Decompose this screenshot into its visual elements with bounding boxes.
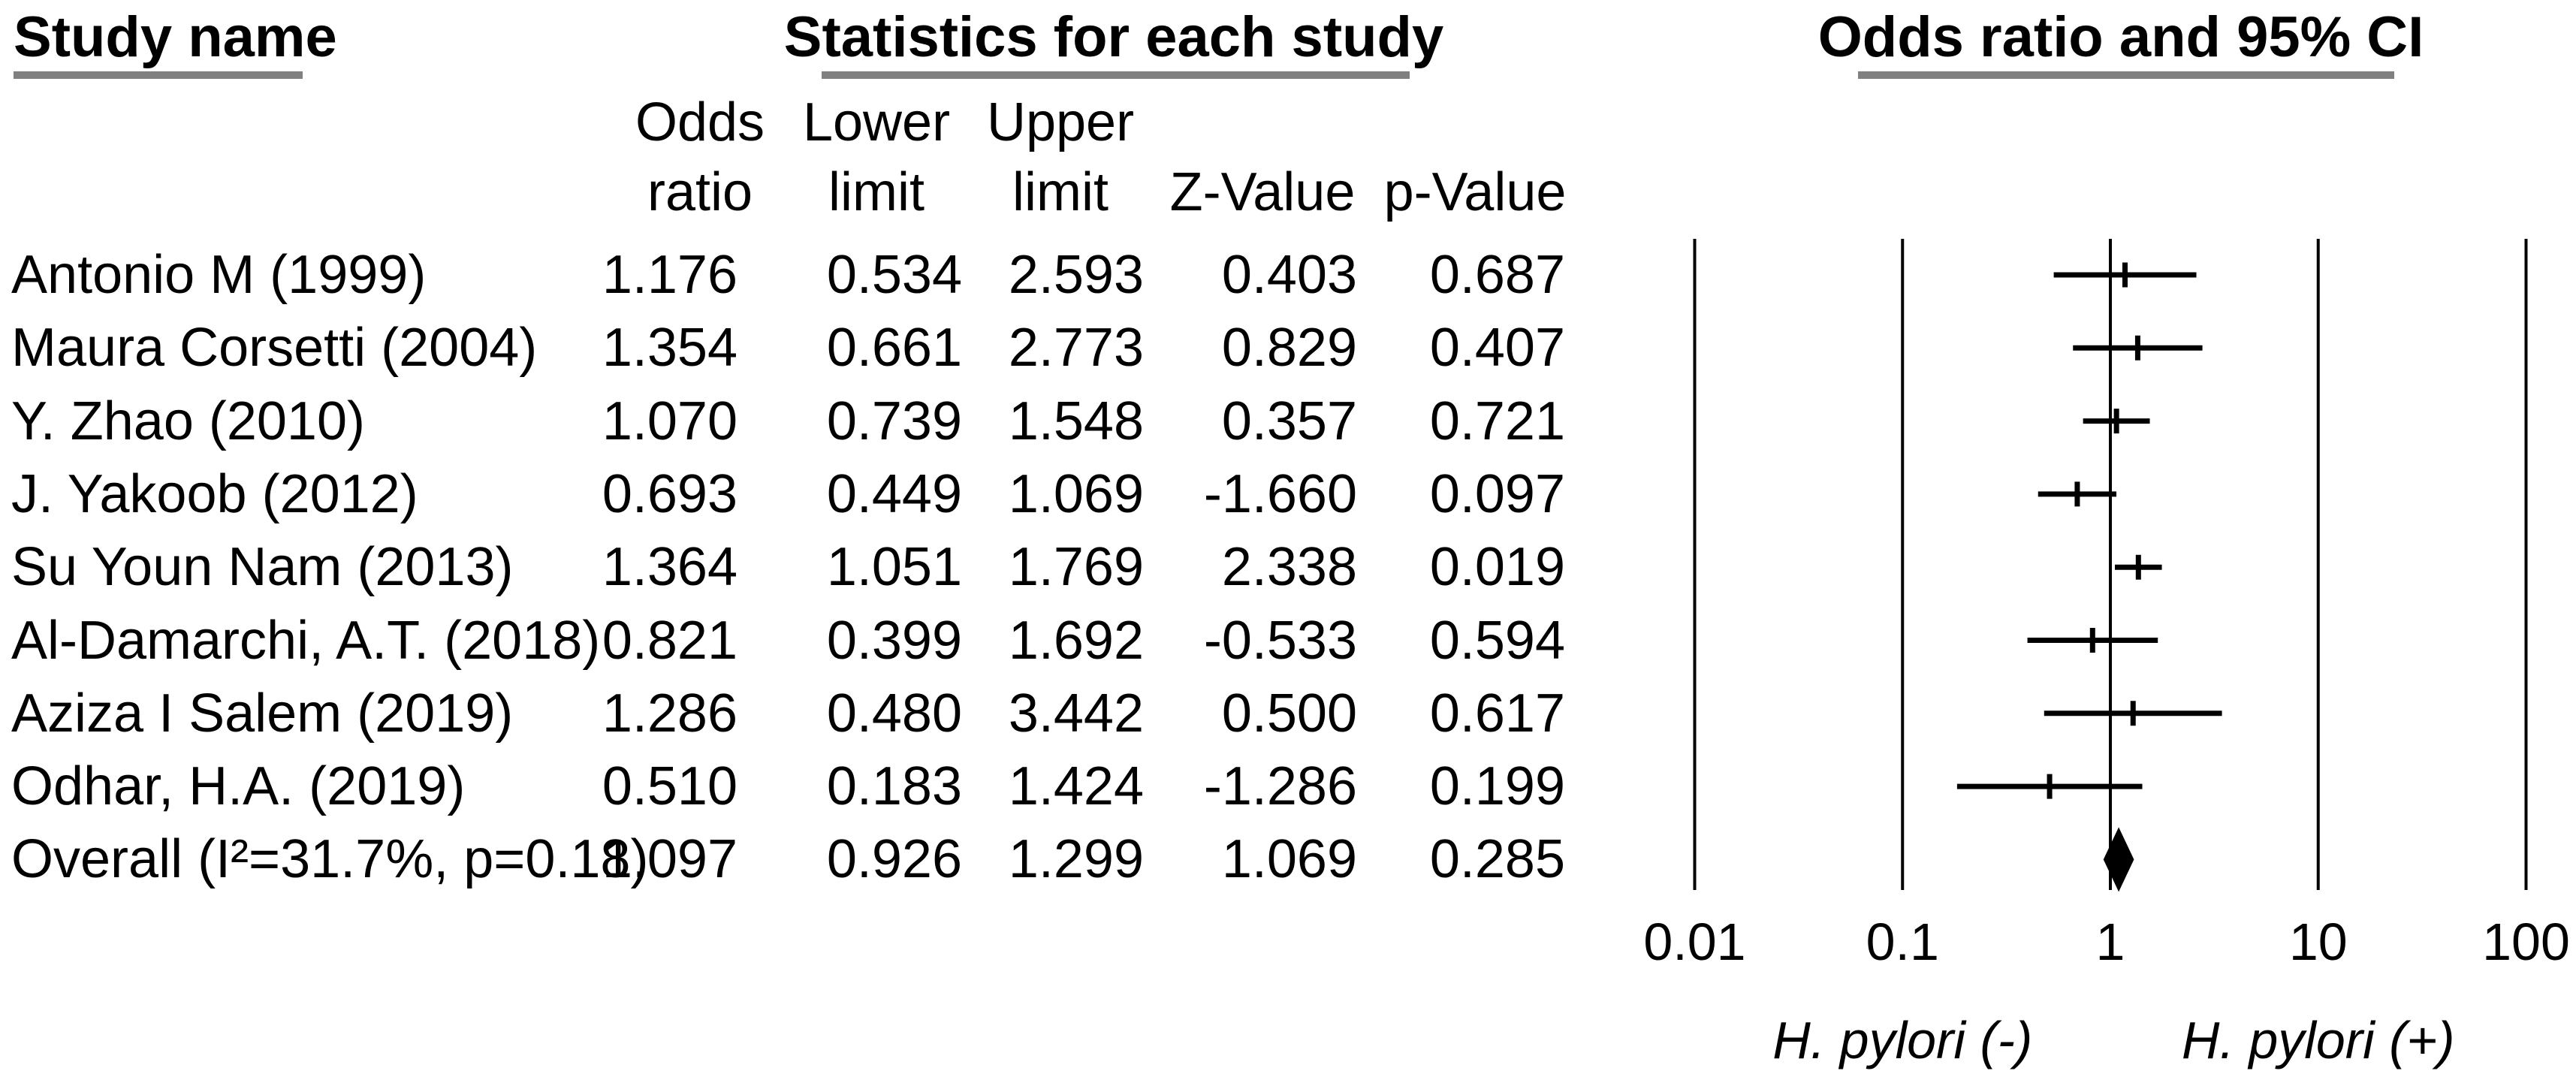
column-header: limit xyxy=(828,162,925,222)
z-value-cell: -0.533 xyxy=(1203,610,1357,671)
lower-limit-cell: 0.449 xyxy=(826,463,962,524)
overall-diamond xyxy=(2103,827,2134,892)
upper-limit-cell: 1.548 xyxy=(1008,391,1144,451)
or-cell: 1.354 xyxy=(602,318,738,379)
statistics-header: Statistics for each study xyxy=(783,5,1444,69)
study-name-cell: Maura Corsetti (2004) xyxy=(11,318,538,379)
column-header: ratio xyxy=(647,162,753,222)
column-header: Z-Value xyxy=(1169,162,1356,222)
column-header: Upper xyxy=(986,92,1135,152)
lower-limit-cell: 1.051 xyxy=(826,537,962,598)
upper-limit-cell: 1.069 xyxy=(1008,463,1144,524)
direction-label: H. pylori (-) xyxy=(1772,1011,2033,1069)
z-value-cell: 2.338 xyxy=(1221,537,1357,598)
upper-limit-cell: 1.769 xyxy=(1008,537,1144,598)
x-tick-label: 0.01 xyxy=(1643,913,1746,971)
study-name-cell: Al-Damarchi, A.T. (2018) xyxy=(11,610,601,671)
study-name-header: Study name xyxy=(14,5,337,69)
study-name-cell: Odhar, H.A. (2019) xyxy=(11,756,466,817)
study-name-cell: J. Yakoob (2012) xyxy=(11,463,418,524)
lower-limit-cell: 0.534 xyxy=(826,245,962,305)
lower-limit-cell: 0.926 xyxy=(826,829,962,890)
p-value-cell: 0.199 xyxy=(1429,756,1565,817)
z-value-cell: 0.357 xyxy=(1221,391,1357,451)
lower-limit-cell: 0.480 xyxy=(826,683,962,744)
or-cell: 0.693 xyxy=(602,463,738,524)
study-name-underline xyxy=(14,71,303,79)
upper-limit-cell: 1.424 xyxy=(1008,756,1144,817)
upper-limit-cell: 2.593 xyxy=(1008,245,1144,305)
lower-limit-cell: 0.661 xyxy=(826,318,962,379)
p-value-cell: 0.097 xyxy=(1429,463,1565,524)
p-value-cell: 0.617 xyxy=(1429,683,1565,744)
direction-label: H. pylori (+) xyxy=(2181,1011,2455,1069)
overall-row-label: Overall (I²=31.7%, p=0.18) xyxy=(11,829,649,890)
plot-header: Odds ratio and 95% CI xyxy=(1817,5,2424,69)
or-cell: 0.510 xyxy=(602,756,738,817)
lower-limit-cell: 0.183 xyxy=(826,756,962,817)
or-cell: 0.821 xyxy=(602,610,738,671)
or-cell: 1.176 xyxy=(602,245,738,305)
x-tick-label: 100 xyxy=(2482,913,2570,971)
x-tick-label: 1 xyxy=(2095,913,2125,971)
or-cell: 1.286 xyxy=(602,683,738,744)
p-value-cell: 0.721 xyxy=(1429,391,1565,451)
p-value-cell: 0.285 xyxy=(1429,829,1565,890)
z-value-cell: 0.500 xyxy=(1221,683,1357,744)
column-header: Lower xyxy=(802,92,951,152)
lower-limit-cell: 0.739 xyxy=(826,391,962,451)
study-name-cell: Antonio M (1999) xyxy=(11,245,427,305)
p-value-cell: 0.687 xyxy=(1429,245,1565,305)
study-name-cell: Su Youn Nam (2013) xyxy=(11,537,514,598)
upper-limit-cell: 1.692 xyxy=(1008,610,1144,671)
upper-limit-cell: 2.773 xyxy=(1008,318,1144,379)
p-value-cell: 0.407 xyxy=(1429,318,1565,379)
or-cell: 1.364 xyxy=(602,537,738,598)
upper-limit-cell: 3.442 xyxy=(1008,683,1144,744)
z-value-cell: 0.403 xyxy=(1221,245,1357,305)
or-cell: 1.097 xyxy=(602,829,738,890)
p-value-cell: 0.594 xyxy=(1429,610,1565,671)
z-value-cell: -1.660 xyxy=(1203,463,1357,524)
upper-limit-cell: 1.299 xyxy=(1008,829,1144,890)
z-value-cell: 1.069 xyxy=(1221,829,1357,890)
or-cell: 1.070 xyxy=(602,391,738,451)
statistics-underline xyxy=(822,71,1410,79)
study-name-cell: Y. Zhao (2010) xyxy=(11,391,365,451)
x-tick-label: 0.1 xyxy=(1866,913,1939,971)
column-header: limit xyxy=(1012,162,1109,222)
x-tick-label: 10 xyxy=(2288,913,2348,971)
z-value-cell: -1.286 xyxy=(1203,756,1357,817)
study-name-cell: Aziza I Salem (2019) xyxy=(11,683,514,744)
column-header: p-Value xyxy=(1383,162,1567,222)
z-value-cell: 0.829 xyxy=(1221,318,1357,379)
column-header: Odds xyxy=(635,92,765,152)
lower-limit-cell: 0.399 xyxy=(826,610,962,671)
p-value-cell: 0.019 xyxy=(1429,537,1565,598)
plot-underline xyxy=(1858,71,2394,79)
